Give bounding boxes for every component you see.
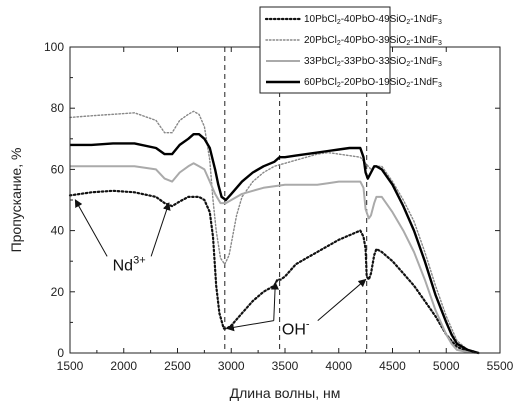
legend-label-3: 33PbCl2-33PbO-33SiO2-1NdF3 xyxy=(304,56,442,68)
annot-oh-arrow-2 xyxy=(271,281,280,321)
data-series xyxy=(68,110,480,355)
annot-nd-arrow-2 xyxy=(150,202,171,257)
series-line-4 xyxy=(70,133,479,355)
axes: 1500 2000 2500 3000 3500 4000 4500 5000 5500 0 20 4… xyxy=(44,40,514,373)
x-tick-label-4500: 4500 xyxy=(379,359,406,373)
legend-label-2: 20PbCl2-40PbO-39SiO2-1NdF3 xyxy=(304,35,442,47)
x-tick-label-3500: 3500 xyxy=(272,359,299,373)
y-tick-label-80: 80 xyxy=(51,101,65,115)
x-tick-label-3000: 3000 xyxy=(218,359,245,373)
series-line-2 xyxy=(69,110,480,354)
annot-nd-arrow-1 xyxy=(74,199,108,257)
annot-oh-arrow-1 xyxy=(225,320,274,332)
annot-oh-arrow-3 xyxy=(317,278,367,322)
x-tick-label-4000: 4000 xyxy=(325,359,352,373)
annot-nd-label: Nd3+ xyxy=(113,254,146,274)
series-line-1 xyxy=(68,189,480,355)
y-tick-label-40: 40 xyxy=(51,224,65,238)
x-tick-label-5500: 5500 xyxy=(487,359,514,373)
y-tick-label-100: 100 xyxy=(44,40,64,54)
legend-label-4: 60PbCl2-20PbO-19SiO2-1NdF3 xyxy=(304,77,442,89)
annotations: Nd3+ OH- xyxy=(74,199,367,339)
annot-oh-label: OH- xyxy=(282,319,310,339)
legend: 10PbCl2-40PbO-49SiO2-1NdF3 20PbCl2-40PbO-… xyxy=(259,6,442,94)
x-tick-label-2500: 2500 xyxy=(164,359,191,373)
y-axis-title: Пропускание, % xyxy=(8,148,24,253)
x-tick-label-1500: 1500 xyxy=(57,359,84,373)
annot-oh: OH- xyxy=(225,278,367,339)
x-tick-label-5000: 5000 xyxy=(433,359,460,373)
y-tick-label-0: 0 xyxy=(57,346,64,360)
y-tick-label-20: 20 xyxy=(51,285,65,299)
annot-nd: Nd3+ xyxy=(74,199,171,274)
x-axis-title: Длина волны, нм xyxy=(230,385,341,401)
y-tick-label-60: 60 xyxy=(51,162,65,176)
legend-box xyxy=(259,6,391,94)
series-line-3 xyxy=(70,162,479,354)
legend-label-1: 10PbCl2-40PbO-49SiO2-1NdF3 xyxy=(304,14,442,26)
x-tick-label-2000: 2000 xyxy=(110,359,137,373)
